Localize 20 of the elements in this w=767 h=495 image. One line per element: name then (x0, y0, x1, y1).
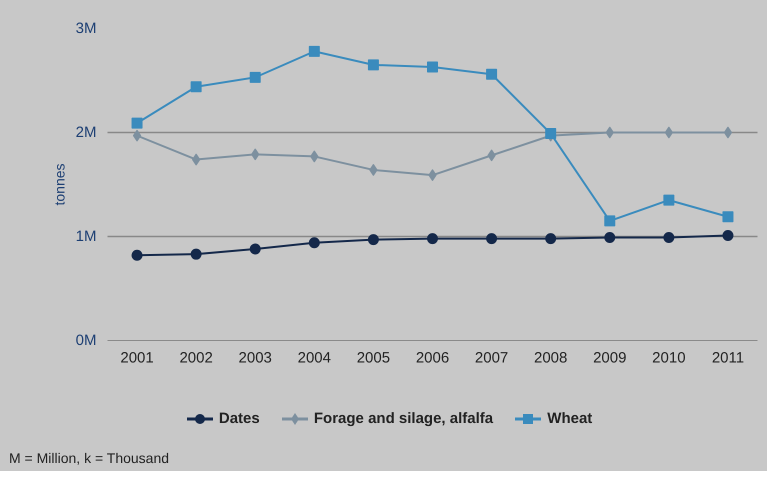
x-tick-label: 2010 (652, 350, 686, 366)
legend-label: Wheat (547, 410, 592, 427)
x-tick-label: 2005 (356, 350, 390, 366)
x-tick-label: 2011 (712, 350, 744, 366)
text: M = Million, k = Thousand (9, 450, 170, 466)
x-tick-label: 2006 (416, 350, 450, 366)
x-tick-label: 2007 (474, 350, 508, 366)
x-tick-label: 2002 (179, 350, 213, 366)
x-tick-label: 2003 (238, 350, 272, 366)
x-tick-label: 2001 (120, 350, 154, 366)
legend-label: Dates (218, 410, 260, 427)
legend-label: Forage and silage, alfalfa (314, 410, 494, 427)
y-tick-label: 0M (76, 332, 97, 349)
y-axis-title: tonnes (52, 163, 68, 206)
x-tick-label: 2008 (534, 350, 568, 366)
y-tick-label: 3M (76, 20, 97, 37)
x-tick-label: 2009 (593, 350, 626, 366)
y-tick-label: 2M (76, 124, 97, 141)
y-tick-label: 1M (76, 228, 97, 245)
x-tick-label: 2004 (298, 350, 332, 366)
